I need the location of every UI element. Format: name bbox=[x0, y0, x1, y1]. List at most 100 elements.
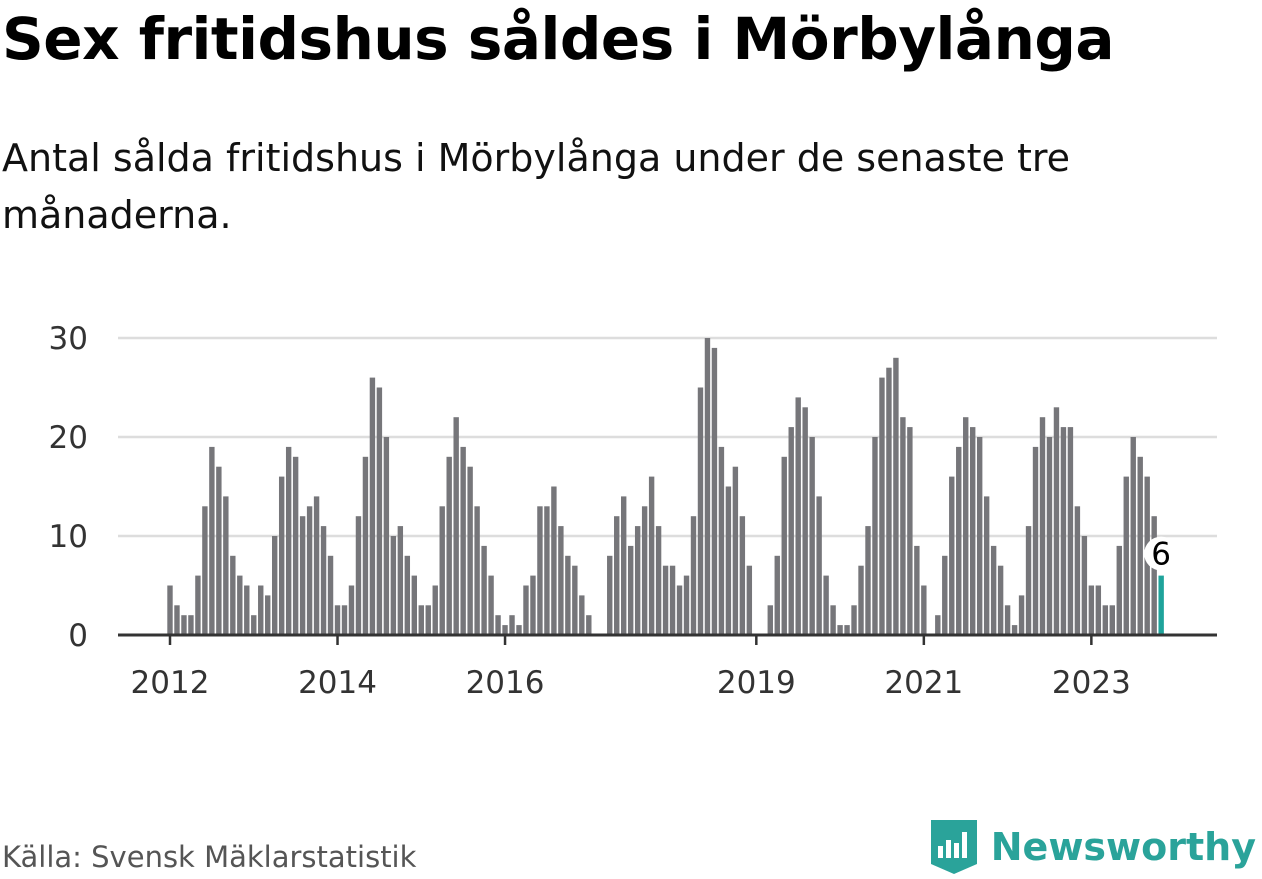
bar bbox=[865, 526, 871, 635]
bar bbox=[669, 565, 676, 635]
bar bbox=[467, 466, 473, 635]
bar bbox=[411, 575, 417, 635]
bar bbox=[662, 565, 669, 635]
bar bbox=[453, 417, 459, 635]
bar bbox=[983, 496, 990, 635]
bar bbox=[788, 427, 794, 635]
bar bbox=[488, 575, 494, 635]
bar bbox=[209, 446, 215, 635]
bar bbox=[565, 555, 571, 635]
bar bbox=[942, 555, 948, 635]
highlight-bar bbox=[1158, 575, 1164, 635]
bar bbox=[997, 565, 1004, 635]
bar bbox=[914, 545, 920, 635]
bar bbox=[816, 496, 822, 635]
bar bbox=[195, 575, 201, 635]
bar bbox=[439, 506, 445, 635]
bar bbox=[1039, 417, 1046, 635]
bar bbox=[607, 555, 613, 635]
bar bbox=[655, 526, 662, 635]
bar bbox=[739, 516, 746, 635]
bar bbox=[1137, 456, 1143, 635]
bar bbox=[223, 496, 229, 635]
bar bbox=[558, 526, 564, 635]
x-tick-label: 2014 bbox=[298, 665, 377, 701]
bar bbox=[1116, 545, 1122, 635]
bar bbox=[446, 456, 452, 635]
x-tick-label: 2019 bbox=[717, 665, 796, 701]
bar bbox=[460, 446, 466, 635]
chart-subtitle: Antal sålda fritidshus i Mörbylånga unde… bbox=[2, 136, 1071, 237]
brand-name: Newsworthy bbox=[990, 825, 1256, 869]
bar bbox=[1032, 446, 1039, 635]
bar bbox=[970, 427, 976, 635]
bar bbox=[474, 506, 480, 635]
bar bbox=[963, 417, 969, 635]
bar bbox=[202, 506, 208, 635]
bar bbox=[1074, 506, 1081, 635]
bar bbox=[956, 446, 962, 635]
bar-chart: 0 10 20 30 2012 2014 2016 2019 2021 2023 6 bbox=[49, 321, 1217, 701]
bar bbox=[327, 555, 334, 635]
bar bbox=[1011, 625, 1018, 635]
bar bbox=[551, 486, 557, 635]
bar bbox=[1025, 526, 1032, 635]
bar bbox=[621, 496, 627, 635]
bar bbox=[1081, 536, 1088, 635]
bar bbox=[390, 536, 397, 635]
bar bbox=[320, 526, 327, 635]
source-note: Källa: Svensk Mäklarstatistik bbox=[2, 840, 417, 874]
bar bbox=[634, 526, 641, 635]
y-tick-label: 0 bbox=[68, 618, 88, 654]
bar bbox=[1046, 437, 1053, 635]
bar bbox=[537, 506, 543, 635]
bar bbox=[879, 377, 885, 635]
bar bbox=[921, 585, 927, 635]
y-tick-label: 30 bbox=[49, 321, 88, 357]
bar bbox=[355, 516, 362, 635]
bar bbox=[823, 575, 829, 635]
bar bbox=[523, 585, 529, 635]
bar bbox=[362, 456, 369, 635]
y-tick-label: 20 bbox=[49, 420, 88, 456]
bar bbox=[167, 585, 173, 635]
bar bbox=[265, 595, 271, 635]
bar bbox=[648, 476, 655, 635]
bar bbox=[1130, 437, 1136, 635]
bar bbox=[1151, 516, 1157, 635]
bar bbox=[341, 605, 348, 635]
bar bbox=[746, 565, 753, 635]
bar bbox=[348, 585, 355, 635]
bar bbox=[851, 605, 857, 635]
y-tick-label: 10 bbox=[49, 519, 88, 555]
bar bbox=[886, 367, 892, 635]
bar bbox=[1004, 605, 1011, 635]
bar bbox=[900, 417, 906, 635]
bar bbox=[369, 377, 376, 635]
bar bbox=[1053, 407, 1060, 635]
bar bbox=[1088, 585, 1095, 635]
bar bbox=[844, 625, 850, 635]
bar bbox=[697, 387, 704, 635]
bar bbox=[1102, 605, 1109, 635]
bar bbox=[544, 506, 550, 635]
bar bbox=[725, 486, 732, 635]
bar bbox=[376, 387, 383, 635]
bar bbox=[1123, 476, 1129, 635]
bar bbox=[278, 476, 285, 635]
bar bbox=[704, 338, 711, 635]
bar bbox=[627, 545, 634, 635]
brand-logo[interactable]: Newsworthy bbox=[929, 818, 1256, 876]
bar bbox=[830, 605, 836, 635]
bar bbox=[530, 575, 536, 635]
x-tick-label: 2016 bbox=[466, 665, 545, 701]
bar bbox=[383, 437, 390, 635]
bar bbox=[425, 605, 431, 635]
bar bbox=[285, 446, 292, 635]
bar bbox=[181, 615, 187, 635]
bar bbox=[299, 516, 306, 635]
bar bbox=[188, 615, 194, 635]
bar bbox=[641, 506, 648, 635]
tick-labels: 0 10 20 30 2012 2014 2016 2019 2021 2023 6 bbox=[49, 321, 1179, 701]
bar bbox=[1095, 585, 1102, 635]
